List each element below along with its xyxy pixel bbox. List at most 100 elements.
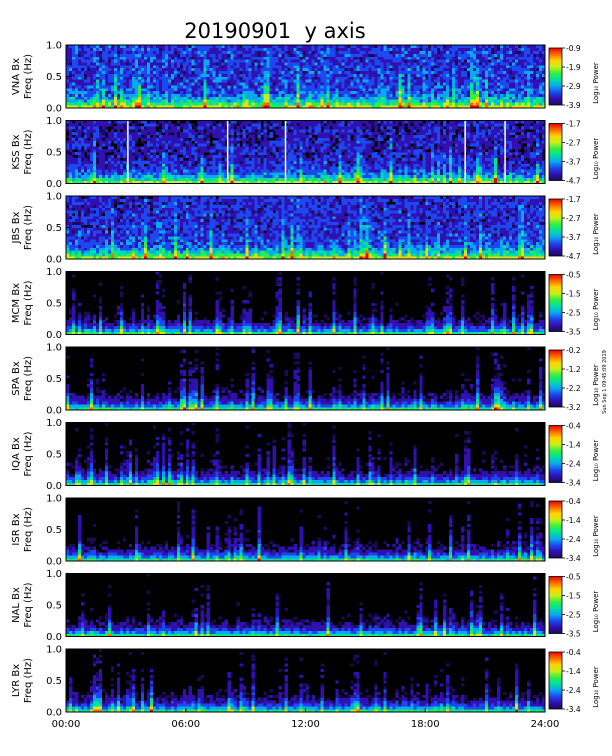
spectrogram-cell — [132, 77, 135, 80]
spectrogram-cell — [362, 48, 365, 51]
spectrogram-cell — [222, 88, 225, 91]
spectrogram-cell — [413, 48, 416, 51]
spectrogram-cell — [168, 138, 171, 141]
spectrogram-cell — [410, 77, 413, 80]
spectrogram-cell — [144, 54, 147, 57]
spectrogram-cell — [410, 71, 413, 74]
spectrogram-cell — [204, 56, 207, 59]
spectrogram-cell — [69, 97, 72, 100]
spectrogram-cell — [323, 54, 326, 57]
spectrogram-cell — [102, 149, 105, 152]
spectrogram-cell — [132, 152, 135, 155]
spectrogram-cell — [311, 51, 314, 54]
spectrogram-cell — [219, 85, 222, 88]
spectrogram-cell — [120, 172, 123, 175]
spectrogram-cell — [72, 62, 75, 65]
spectrogram-cell — [114, 59, 117, 62]
spectrogram-cell — [273, 175, 276, 178]
spectrogram-cell — [129, 68, 132, 71]
spectrogram-cell — [120, 91, 123, 94]
spectrogram-cell — [132, 102, 135, 105]
spectrogram-cell — [282, 141, 285, 144]
spectrogram-cell — [108, 59, 111, 62]
spectrogram-cell — [135, 88, 138, 91]
spectrogram-cell — [500, 48, 503, 51]
spectrogram-cell — [153, 74, 156, 77]
spectrogram-cell — [201, 141, 204, 144]
spectrogram-cell — [261, 143, 264, 146]
spectrogram-cell — [335, 102, 338, 105]
spectrogram-cell — [485, 65, 488, 68]
spectrogram-cell — [494, 99, 497, 102]
spectrogram-cell — [294, 68, 297, 71]
spectrogram-cell — [192, 65, 195, 68]
spectrogram-cell — [258, 51, 261, 54]
spectrogram-cell — [335, 48, 338, 51]
spectrogram-cell — [150, 82, 153, 85]
spectrogram-cell — [240, 99, 243, 102]
spectrogram-cell — [536, 51, 539, 54]
spectrogram-cell — [105, 91, 108, 94]
spectrogram-cell — [368, 51, 371, 54]
spectrogram-cell — [491, 62, 494, 65]
spectrogram-cell — [165, 85, 168, 88]
spectrogram-cell — [153, 161, 156, 164]
spectrogram-cell — [440, 59, 443, 62]
spectrogram-cell — [392, 91, 395, 94]
spectrogram-cell — [129, 166, 132, 169]
spectrogram-cell — [434, 97, 437, 100]
spectrogram-cell — [192, 129, 195, 132]
spectrogram-cell — [294, 88, 297, 91]
spectrogram-cell — [533, 99, 536, 102]
spectrogram-cell — [144, 155, 147, 158]
spectrogram-cell — [207, 68, 210, 71]
spectrogram-cell — [204, 126, 207, 129]
spectrogram-cell — [225, 65, 228, 68]
spectrogram-cell — [144, 166, 147, 169]
spectrogram-cell — [150, 126, 153, 129]
spectrogram-cell — [129, 77, 132, 80]
spectrogram-cell — [90, 163, 93, 166]
spectrogram-cell — [249, 123, 252, 126]
spectrogram-cell — [476, 82, 479, 85]
spectrogram-cell — [141, 97, 144, 100]
spectrogram-cell — [114, 163, 117, 166]
spectrogram-cell — [237, 175, 240, 178]
spectrogram-cell — [249, 54, 252, 57]
spectrogram-cell — [371, 56, 374, 59]
spectrogram-cell — [81, 102, 84, 105]
spectrogram-cell — [320, 85, 323, 88]
spectrogram-cell — [332, 85, 335, 88]
spectrogram-cell — [467, 77, 470, 80]
spectrogram-cell — [87, 71, 90, 74]
spectrogram-cell — [69, 62, 72, 65]
spectrogram-cell — [488, 85, 491, 88]
spectrogram-cell — [240, 152, 243, 155]
spectrogram-cell — [422, 77, 425, 80]
spectrogram-cell — [153, 175, 156, 178]
spectrogram-cell — [371, 85, 374, 88]
spectrogram-cell — [177, 91, 180, 94]
spectrogram-cell — [111, 169, 114, 172]
spectrogram-cell — [102, 79, 105, 82]
spectrogram-cell — [273, 51, 276, 54]
spectrogram-cell — [186, 79, 189, 82]
spectrogram-cell — [240, 138, 243, 141]
spectrogram-cell — [243, 79, 246, 82]
spectrogram-cell — [476, 56, 479, 59]
spectrogram-cell — [162, 88, 165, 91]
spectrogram-cell — [276, 146, 279, 149]
spectrogram-cell — [219, 99, 222, 102]
spectrogram-cell — [195, 88, 198, 91]
spectrogram-cell — [297, 65, 300, 68]
spectrogram-cell — [87, 74, 90, 77]
spectrogram-cell — [530, 94, 533, 97]
spectrogram-cell — [350, 77, 353, 80]
spectrogram-cell — [135, 85, 138, 88]
colorbar — [549, 48, 562, 105]
spectrogram-cell — [455, 56, 458, 59]
spectrogram-cell — [150, 169, 153, 172]
spectrogram-cell — [335, 59, 338, 62]
spectrogram-cell — [207, 178, 210, 181]
spectrogram-cell — [198, 88, 201, 91]
